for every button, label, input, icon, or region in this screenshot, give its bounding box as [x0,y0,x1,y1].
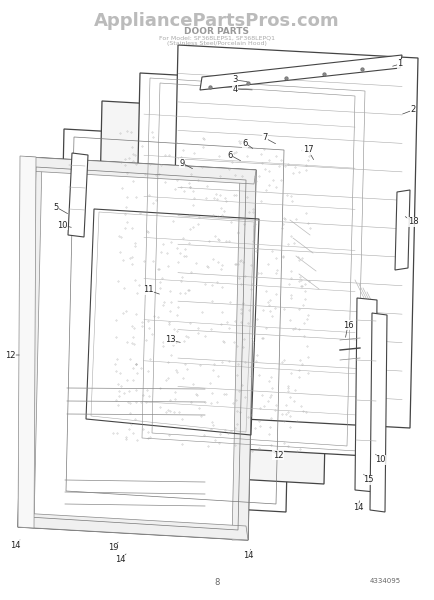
Polygon shape [18,156,36,528]
Text: 14: 14 [353,503,363,512]
Text: 18: 18 [408,217,418,226]
Text: (Stainless Steel/Porcelain Hood): (Stainless Steel/Porcelain Hood) [167,41,267,46]
Text: 12: 12 [273,451,283,460]
Text: 4334095: 4334095 [369,578,401,584]
Polygon shape [200,55,402,90]
Text: 19: 19 [108,544,118,553]
Text: 10: 10 [375,455,385,464]
Polygon shape [18,513,248,540]
Text: 15: 15 [363,475,373,485]
Text: 14: 14 [115,556,125,565]
Text: 4: 4 [232,85,238,94]
Text: 14: 14 [243,551,253,559]
Text: 17: 17 [302,145,313,154]
Text: 3: 3 [232,76,238,85]
Polygon shape [68,153,88,237]
Text: 10: 10 [57,220,67,229]
Text: 11: 11 [143,286,153,295]
Polygon shape [395,190,410,270]
Text: 7: 7 [262,133,268,142]
Text: 1: 1 [398,59,403,68]
Text: 5: 5 [53,202,59,211]
Polygon shape [18,157,42,527]
Text: 12: 12 [5,350,15,359]
Text: 8: 8 [214,578,220,587]
Polygon shape [18,157,256,540]
Text: 14: 14 [10,541,20,550]
Text: 2: 2 [411,106,416,115]
Polygon shape [170,45,418,428]
Polygon shape [232,170,256,540]
Polygon shape [355,298,377,492]
Text: 16: 16 [343,320,353,329]
Text: For Model: SF368LEPS1, SF368LEPQ1: For Model: SF368LEPS1, SF368LEPQ1 [159,35,275,40]
Polygon shape [26,157,256,184]
Text: 9: 9 [179,158,184,167]
Polygon shape [56,129,294,512]
Polygon shape [132,73,375,456]
Text: 13: 13 [164,335,175,344]
Polygon shape [94,101,332,484]
Text: 6: 6 [227,151,233,160]
Text: 6: 6 [242,139,248,148]
Polygon shape [370,313,387,512]
Text: DOOR PARTS: DOOR PARTS [184,27,250,36]
Text: AppliancePartsPros.com: AppliancePartsPros.com [94,12,340,30]
